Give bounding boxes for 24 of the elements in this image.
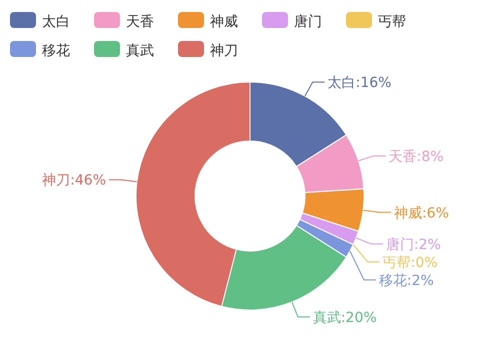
legend-item: 唐门 — [262, 12, 322, 30]
data-label: 唐门:2% — [386, 236, 441, 253]
data-label: 神刀:46% — [42, 172, 106, 189]
legend-label: 真武 — [126, 43, 154, 59]
legend-item: 神威 — [178, 12, 238, 30]
legend-item: 移花 — [10, 41, 70, 59]
data-label: 移花:2% — [378, 272, 434, 289]
data-label: 真武:20% — [312, 310, 377, 326]
legend-label: 神威 — [210, 14, 238, 30]
data-label: 太白:16% — [328, 75, 392, 92]
legend-label: 神刀 — [210, 43, 238, 59]
legend-label: 天香 — [126, 14, 154, 30]
data-label: 天香:8% — [388, 148, 444, 165]
text: 丐帮:0% — [382, 254, 438, 271]
data-label: 神威:6% — [394, 205, 449, 222]
legend-label: 移花 — [42, 43, 70, 59]
legend-label: 丐帮 — [378, 14, 406, 30]
legend-item: 神刀 — [178, 41, 238, 59]
legend-item: 丐帮 — [346, 12, 406, 30]
legend-label: 太白 — [42, 14, 70, 30]
legend-item: 真武 — [94, 41, 154, 59]
legend-label: 唐门 — [294, 14, 322, 30]
legend-item: 天香 — [94, 12, 154, 30]
legend-item: 太白 — [10, 12, 70, 30]
